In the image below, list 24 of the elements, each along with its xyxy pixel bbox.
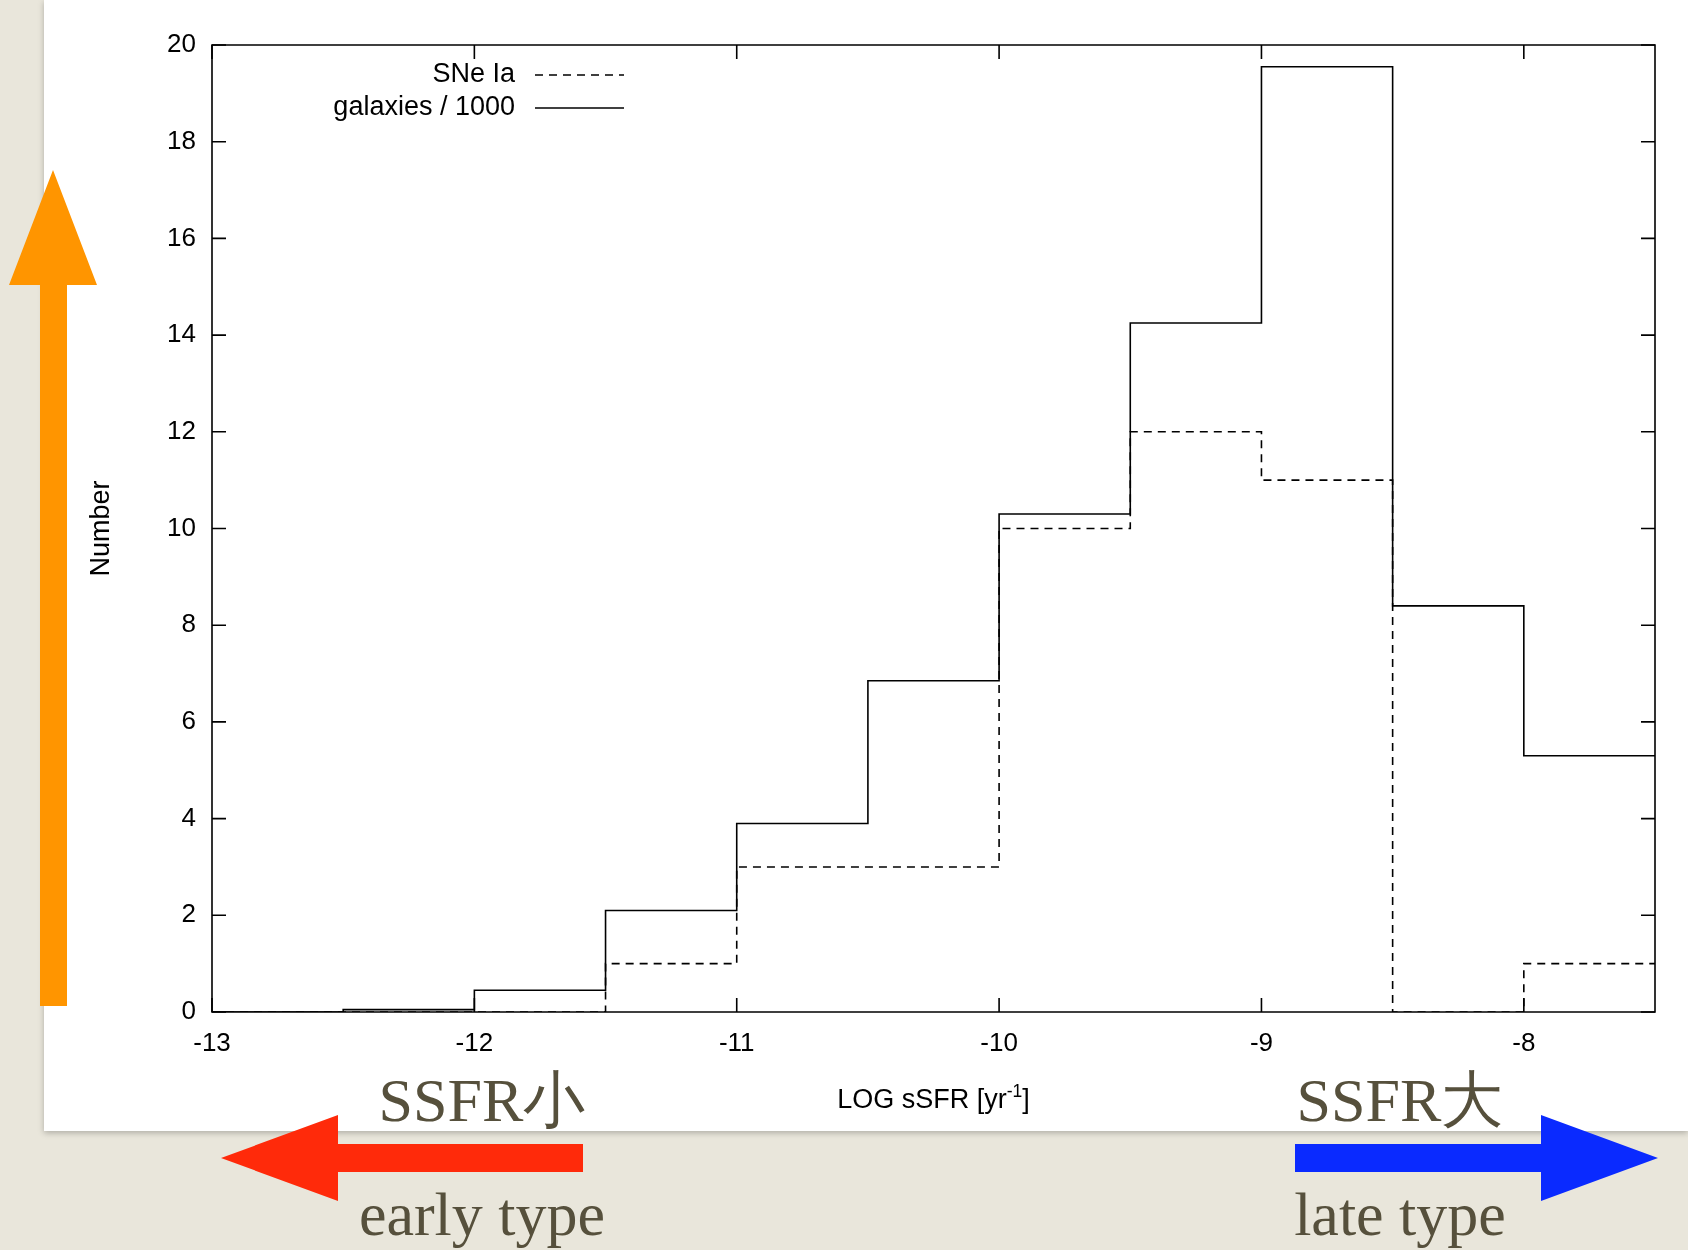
- y-tick-label: 2: [181, 898, 196, 929]
- x-tick-label: -9: [1249, 1026, 1274, 1057]
- x-tick-label: -8: [1512, 1026, 1536, 1057]
- x-tick-label: -13: [193, 1026, 231, 1057]
- y-tick-label: 20: [167, 28, 196, 59]
- x-tick-label: -12: [455, 1026, 494, 1057]
- text: SSFR小: [378, 1065, 586, 1136]
- y-tick-label: 14: [167, 318, 196, 349]
- legend-label: SNe Ia: [432, 58, 516, 89]
- x-tick-label: -10: [980, 1026, 1018, 1057]
- y-tick-label: 8: [181, 608, 196, 639]
- y-tick-label: 12: [167, 414, 196, 445]
- legend-label: galaxies / 1000: [333, 91, 515, 122]
- y-tick-label: 0: [181, 995, 196, 1026]
- y-tick-label: 18: [167, 124, 196, 155]
- text: late type: [1294, 1178, 1506, 1250]
- text: SSFR大: [1296, 1065, 1504, 1136]
- y-tick-label: 4: [181, 801, 196, 832]
- y-tick-label: 10: [167, 511, 196, 542]
- y-tick-label: 16: [167, 221, 196, 252]
- y-tick-label: 6: [181, 705, 196, 736]
- y-axis-title: Number: [85, 480, 116, 577]
- x-tick-label: -11: [718, 1026, 755, 1057]
- text: early type: [358, 1178, 606, 1250]
